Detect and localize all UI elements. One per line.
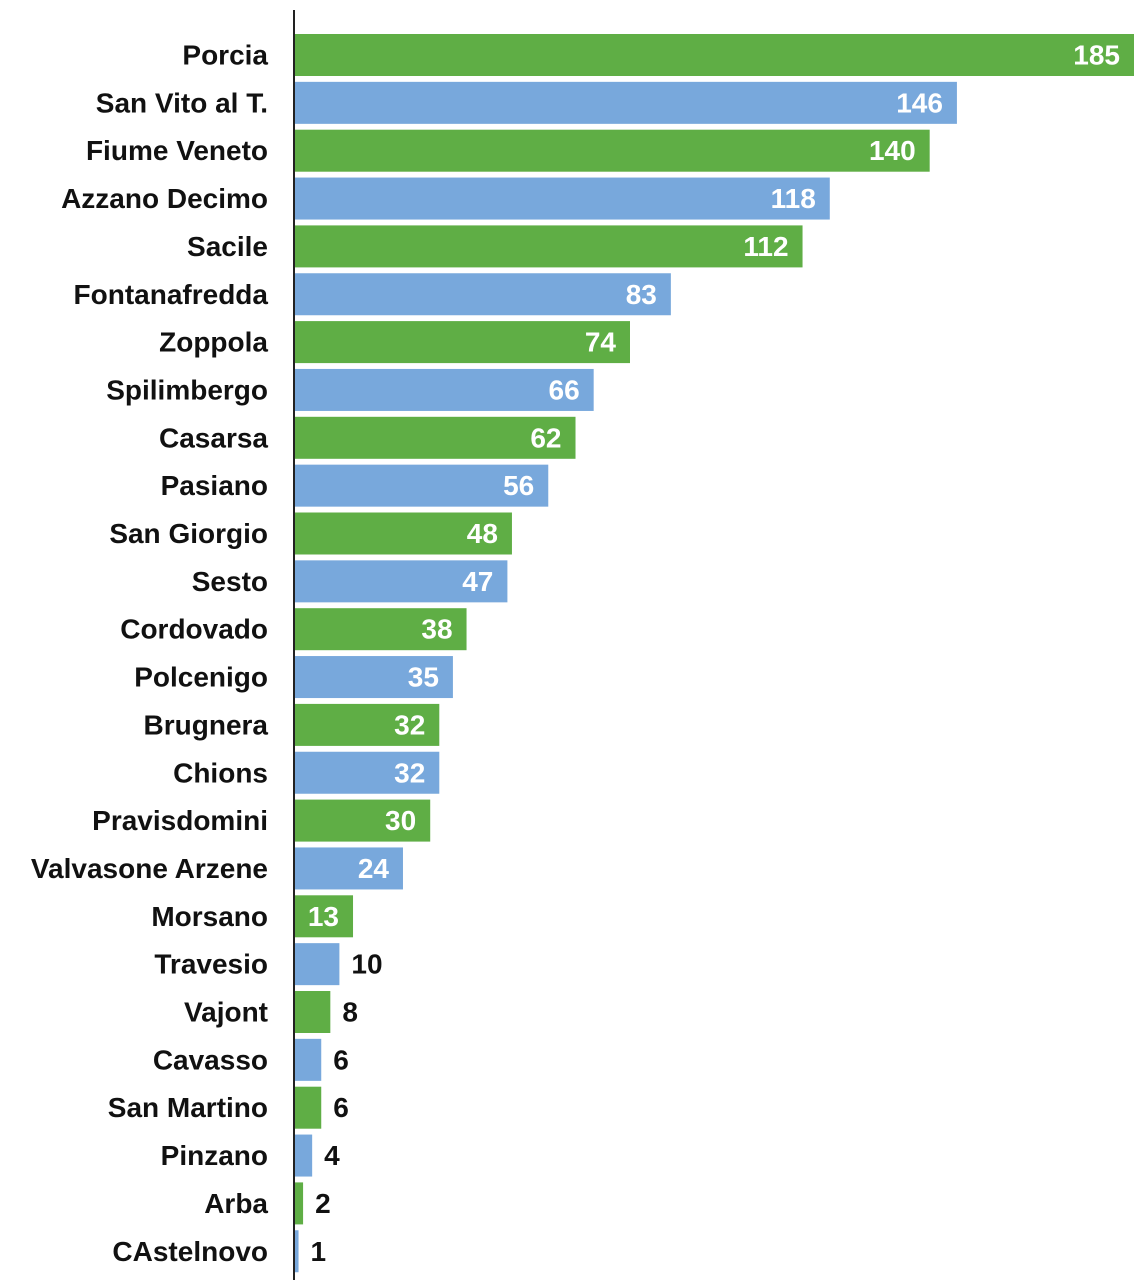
value-label-vajont: 8 [342,997,358,1028]
category-label-cordovado: Cordovado [120,614,268,645]
category-label-travesio: Travesio [154,949,268,980]
value-label-azzano-decimo: 118 [771,183,816,214]
value-label-fontanafredda: 83 [626,279,657,310]
bar-azzano-decimo [294,177,830,220]
value-label-polcenigo: 35 [408,662,439,693]
bar-brugnera [294,703,440,746]
value-label-porcia: 185 [1073,40,1120,71]
bar-chions [294,751,440,794]
value-label-travesio: 10 [351,949,382,980]
value-label-pravisdomini: 30 [385,805,416,836]
category-label-zoppola: Zoppola [159,327,268,358]
bar-san-martino [294,1086,322,1129]
bar-spilimbergo [294,368,594,411]
value-label-pinzano: 4 [324,1140,340,1171]
category-label-spilimbergo: Spilimbergo [106,374,268,405]
bar-cordovado [294,608,467,651]
bar-valvasone-arzene [294,847,403,890]
category-label-casarsa: Casarsa [159,422,268,453]
category-label-pasiano: Pasiano [161,470,268,501]
category-label-valvasone-arzene: Valvasone Arzene [31,853,268,884]
category-label-fontanafredda: Fontanafredda [74,279,269,310]
bar-casarsa [294,416,576,459]
bar-travesio [294,943,340,986]
category-label-san-martino: San Martino [108,1092,268,1123]
value-label-sacile: 112 [743,231,788,262]
category-label-vajont: Vajont [184,997,268,1028]
bar-san-vito-al-t [294,81,957,124]
category-label-pravisdomini: Pravisdomini [92,805,268,836]
value-label-zoppola: 74 [585,327,617,358]
value-label-fiume-veneto: 140 [869,135,916,166]
bar-polcenigo [294,656,453,699]
bar-vajont [294,991,331,1033]
category-label-polcenigo: Polcenigo [134,662,268,693]
category-label-azzano-decimo: Azzano Decimo [61,183,268,214]
value-label-valvasone-arzene: 24 [358,853,390,884]
value-label-spilimbergo: 66 [549,374,580,405]
bar-san-giorgio [294,512,512,555]
value-label-arba: 2 [315,1188,331,1219]
value-label-san-vito-al-t: 146 [896,87,943,118]
bar-porcia [294,34,1134,76]
category-label-sesto: Sesto [192,566,268,597]
bar-sesto [294,560,508,603]
bar-castelnovo [294,1230,299,1273]
value-label-castelnovo: 1 [311,1236,327,1267]
category-label-san-giorgio: San Giorgio [109,518,268,549]
category-label-morsano: Morsano [151,901,268,932]
category-label-cavasso: Cavasso [153,1044,268,1075]
category-label-castelnovo: CAstelnovo [112,1236,268,1267]
bar-sacile [294,225,803,268]
bar-morsano [294,895,354,938]
bar-pravisdomini [294,799,431,842]
value-label-chions: 32 [394,757,425,788]
category-label-sacile: Sacile [187,231,268,262]
value-label-san-giorgio: 48 [467,518,498,549]
value-labels: 1851461401181128374666256484738353232302… [308,40,1120,1267]
bar-cavasso [294,1038,322,1081]
category-label-fiume-veneto: Fiume Veneto [86,135,268,166]
category-label-chions: Chions [173,757,268,788]
value-label-sesto: 47 [462,566,493,597]
category-labels: Porcia San Vito al T. Fiume Veneto Azzano D… [31,40,269,1267]
value-label-pasiano: 56 [503,470,534,501]
bar-fiume-veneto [294,129,930,172]
value-label-morsano: 13 [308,901,339,932]
category-label-san-vito-al-t: San Vito al T. [96,87,268,118]
value-label-cordovado: 38 [421,614,452,645]
category-label-brugnera: Brugnera [144,709,269,740]
bar-pinzano [294,1134,313,1177]
bars-group [294,34,1134,1273]
bar-arba [294,1182,304,1225]
bar-fontanafredda [294,273,671,316]
category-label-arba: Arba [204,1188,268,1219]
value-label-casarsa: 62 [530,422,561,453]
category-label-porcia: Porcia [182,40,268,71]
category-label-pinzano: Pinzano [161,1140,268,1171]
bar-pasiano [294,464,549,507]
bar-zoppola [294,321,630,364]
value-label-cavasso: 6 [333,1044,349,1075]
value-label-san-martino: 6 [333,1092,349,1123]
value-label-brugnera: 32 [394,709,425,740]
